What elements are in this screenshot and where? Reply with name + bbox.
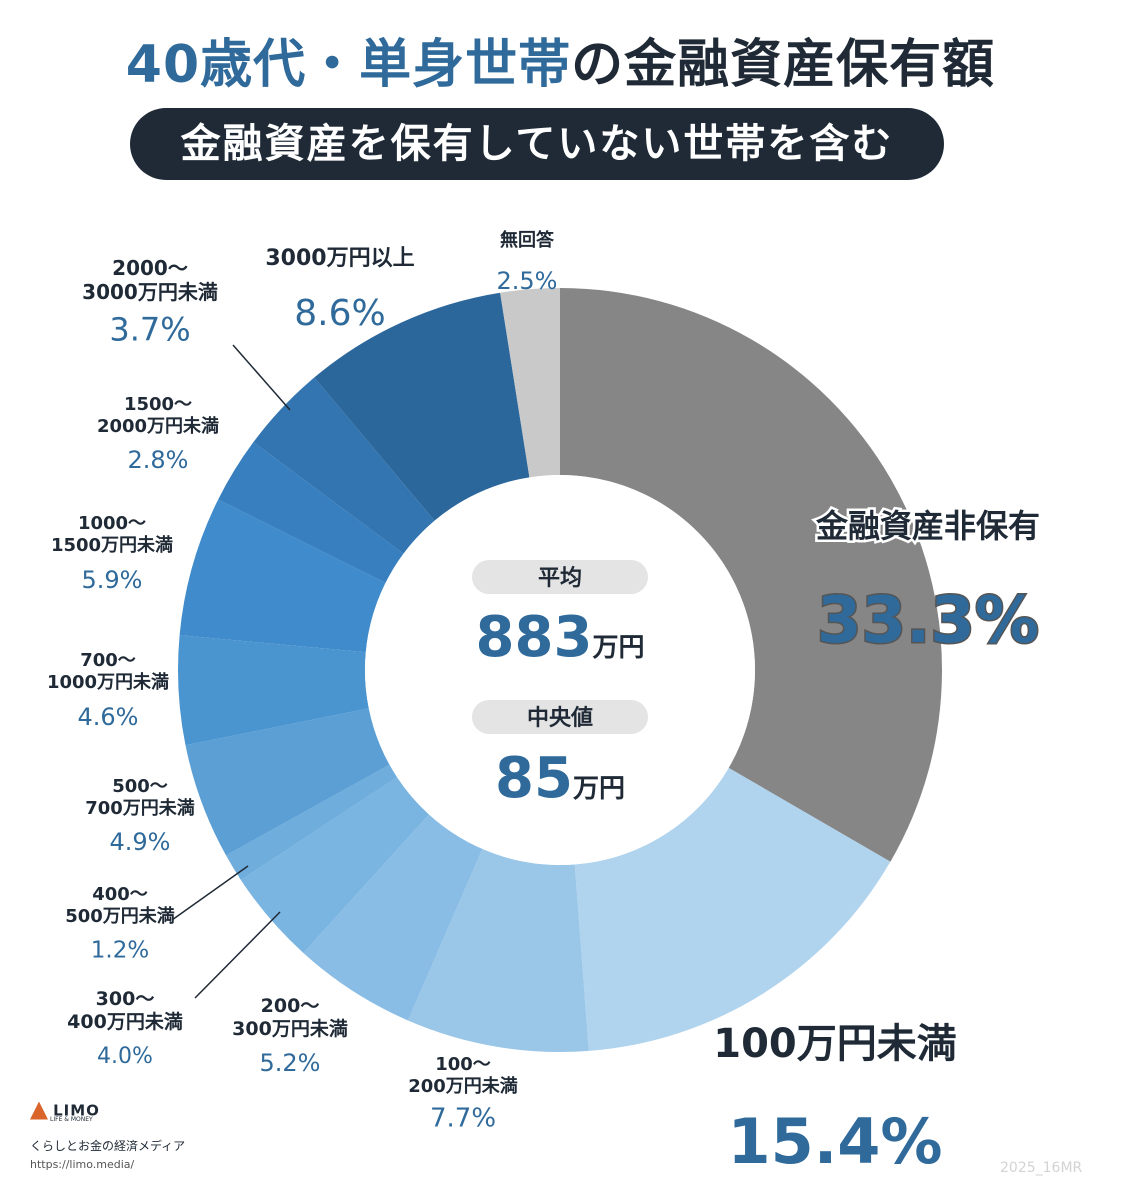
leader-lines <box>171 344 291 999</box>
slice-label-name-11-0: 3000万円以上 <box>265 246 414 271</box>
donut-hole <box>365 475 755 865</box>
slice-label-name-6-0: 500〜 <box>112 776 168 797</box>
average-value-line: 883万円 <box>476 605 645 670</box>
slice-label-pct-3: 5.2% <box>260 1049 321 1077</box>
footer-url: https://limo.media/ <box>30 1158 135 1171</box>
slice-1 <box>574 767 891 1051</box>
slice-5 <box>226 764 398 881</box>
slice-label-7: 700〜1000万円未満 4.6% <box>47 650 169 731</box>
slice-label-name-0-0: 金融資産非保有 <box>815 507 1040 545</box>
slice-label-0: 金融資産非保有 33.3% <box>812 505 1042 660</box>
slice-label-pct-9: 2.8% <box>128 446 189 474</box>
slice-label-pct-1: 15.4% <box>727 1105 942 1178</box>
leader-line-10 <box>232 344 291 411</box>
slice-0 <box>560 288 942 862</box>
slice-9 <box>218 442 404 583</box>
slice-label-8: 1000〜1500万円未満 5.9% <box>51 513 173 594</box>
slice-label-1: 100万円未満 15.4% <box>713 1021 957 1178</box>
title-rest: の金融資産保有額 <box>571 35 996 95</box>
slice-label-pct-6: 4.9% <box>110 828 171 856</box>
slice-label-name-4-0: 300〜 <box>96 988 155 1010</box>
slice-label-pct-10: 3.7% <box>109 311 190 349</box>
slice-label-10: 2000〜3000万円未満 3.7% <box>82 256 218 349</box>
slice-labels: 金融資産非保有 33.3% 100万円未満 15.4% 100〜200万円未満 7.7% 2… <box>47 229 1043 1178</box>
slice-2 <box>408 848 589 1052</box>
median-pill <box>472 700 648 734</box>
median-value: 85 <box>495 746 573 811</box>
slice-12 <box>500 288 560 478</box>
slice-label-pct-5: 1.2% <box>91 938 149 964</box>
slice-11 <box>314 292 530 521</box>
slice-label-pct-11: 8.6% <box>294 293 385 334</box>
slice-label-name-5-0: 400〜 <box>92 884 148 905</box>
average-pill <box>472 560 648 594</box>
average-label: 平均 <box>538 565 582 591</box>
slice-label-pct-12: 2.5% <box>497 267 558 295</box>
donut-slices <box>178 288 942 1052</box>
slice-label-name-9-0: 1500〜 <box>124 394 192 415</box>
slice-label-pct-0: 33.3% <box>817 584 1039 658</box>
slice-8 <box>179 499 386 653</box>
center-stats: 平均 883万円 中央値 85万円 <box>472 560 648 811</box>
slice-label-name-2-0: 100〜 <box>435 1054 491 1075</box>
leader-line-4 <box>194 911 281 999</box>
slice-7 <box>178 635 369 746</box>
footer-credit: 2025_16MR <box>1000 1160 1083 1176</box>
slice-label-name-7-1: 1000万円未満 <box>47 671 169 693</box>
slice-label-12: 無回答 2.5% <box>497 229 558 295</box>
average-unit: 万円 <box>592 633 644 663</box>
slice-label-name-10-0: 2000〜 <box>112 256 188 280</box>
median-label: 中央値 <box>527 705 593 731</box>
slice-label-name-5-1: 500万円未満 <box>65 905 175 927</box>
logo-mark-icon <box>30 1101 48 1120</box>
slice-label-3: 200〜300万円未満 5.2% <box>232 995 348 1077</box>
slice-label-name-3-0: 200〜 <box>261 995 320 1017</box>
slice-label-2: 100〜200万円未満 7.7% <box>408 1054 518 1133</box>
slice-10 <box>253 377 435 554</box>
slice-label-name-7-0: 700〜 <box>80 650 136 671</box>
slice-label-name-10-1: 3000万円未満 <box>82 280 218 304</box>
slice-label-name-8-0: 1000〜 <box>78 513 146 534</box>
slice-label-6: 500〜700万円未満 4.9% <box>85 776 195 856</box>
slice-6 <box>185 708 390 856</box>
slice-label-pct-2: 7.7% <box>430 1103 496 1133</box>
slice-label-name-12-0: 無回答 <box>500 229 555 251</box>
slice-label-name-1-0: 100万円未満 <box>713 1021 957 1067</box>
chart-subtitle: 金融資産を保有していない世帯を含む <box>130 108 944 180</box>
median-value-line: 85万円 <box>495 746 625 811</box>
slice-label-9: 1500〜2000万円未満 2.8% <box>97 394 219 474</box>
slice-label-pct-4: 4.0% <box>97 1044 153 1069</box>
slice-label-pct-7: 4.6% <box>78 703 139 731</box>
logo-name: LIMO <box>53 1101 100 1120</box>
slice-4 <box>240 777 430 953</box>
slice-3 <box>303 814 483 1021</box>
slice-label-name-4-1: 400万円未満 <box>67 1010 183 1033</box>
title-highlight: 40歳代・単身世帯 <box>125 35 572 95</box>
average-value: 883 <box>476 605 593 670</box>
slice-label-name-9-1: 2000万円未満 <box>97 415 219 437</box>
leader-line-5 <box>171 865 249 921</box>
limo-logo: LIMO LIFE & MONEY <box>30 1100 230 1123</box>
footer-tagline: くらしとお金の経済メディア <box>30 1139 186 1153</box>
slice-label-pct-8: 5.9% <box>82 566 143 594</box>
slice-label-name-8-1: 1500万円未満 <box>51 534 173 556</box>
median-unit: 万円 <box>573 774 625 804</box>
slice-label-4: 300〜400万円未満 4.0% <box>67 988 183 1069</box>
slice-label-name-6-1: 700万円未満 <box>85 797 195 819</box>
slice-label-name-3-1: 300万円未満 <box>232 1017 348 1040</box>
slice-label-name-2-1: 200万円未満 <box>408 1075 518 1097</box>
slice-label-5: 400〜500万円未満 1.2% <box>65 884 175 964</box>
logo-subtext: LIFE & MONEY <box>50 1115 93 1123</box>
chart-title: 40歳代・単身世帯の金融資産保有額 <box>0 22 1121 97</box>
slice-label-11: 3000万円以上 8.6% <box>265 246 414 334</box>
